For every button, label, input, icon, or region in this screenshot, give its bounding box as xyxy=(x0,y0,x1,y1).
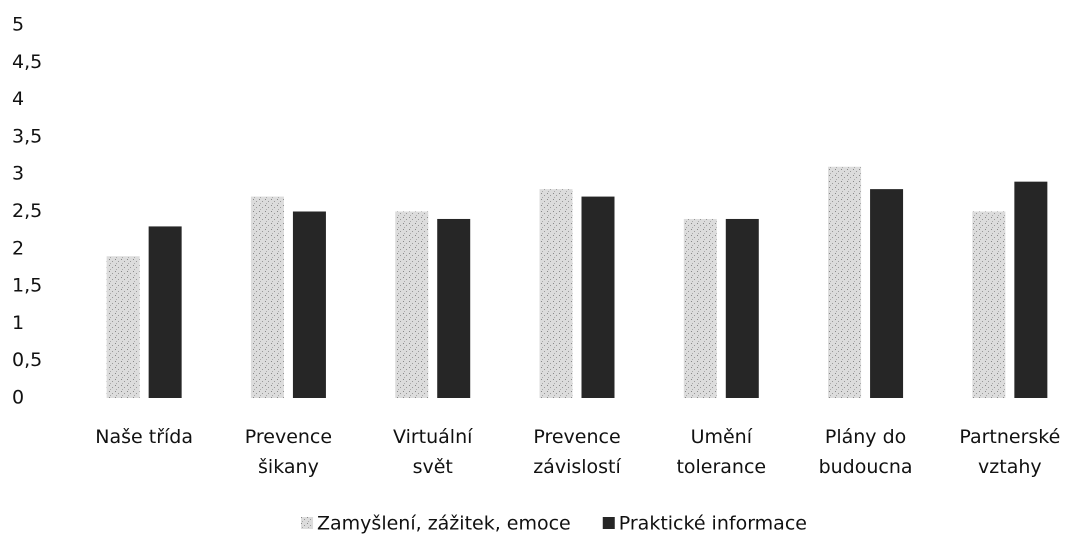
x-tick-label-line: svět xyxy=(413,456,453,478)
y-tick-label: 1 xyxy=(12,312,24,334)
x-tick-label-line: šikany xyxy=(258,456,319,478)
y-tick-label: 3,5 xyxy=(12,125,42,147)
x-tick-label: Naše třída xyxy=(95,426,193,448)
x-tick-label-line: Prevence xyxy=(245,426,332,448)
y-tick-label: 5 xyxy=(12,14,24,36)
x-tick-label: Umění tolerance xyxy=(676,426,766,478)
x-tick-label: Virtuální svět xyxy=(393,426,473,478)
x-tick-label-line: Naše třída xyxy=(95,426,193,448)
bar xyxy=(539,189,573,398)
y-tick-label: 2 xyxy=(12,237,24,259)
x-tick-label: Prevence šikany xyxy=(245,426,332,478)
bar xyxy=(250,196,284,398)
bar xyxy=(725,218,759,398)
x-tick-label: Plány do budoucna xyxy=(819,426,913,478)
bar xyxy=(395,211,429,398)
x-tick-label-line: tolerance xyxy=(676,456,766,478)
bar xyxy=(148,226,182,398)
bar xyxy=(828,166,862,398)
x-tick-label-line: Prevence xyxy=(533,426,620,448)
x-tick-label-line: vztahy xyxy=(978,456,1042,478)
bar xyxy=(581,196,615,398)
y-tick-label: 1,5 xyxy=(12,275,42,297)
x-tick-label: Prevence závislostí xyxy=(533,426,621,478)
x-tick-label-line: Umění xyxy=(691,426,753,448)
x-tick-label-line: Plány do xyxy=(825,426,906,448)
y-tick-label: 2,5 xyxy=(12,200,42,222)
x-tick-label-line: závislostí xyxy=(533,456,621,478)
x-tick-label-line: Virtuální xyxy=(393,426,473,448)
y-tick-label: 4,5 xyxy=(12,51,42,73)
legend-swatch xyxy=(301,517,314,529)
bar xyxy=(972,211,1006,398)
bar xyxy=(683,218,717,398)
legend-label: Praktické informace xyxy=(619,513,807,535)
y-tick-label: 4 xyxy=(12,88,24,110)
bar xyxy=(437,218,471,398)
y-tick-label: 0,5 xyxy=(12,349,42,371)
x-tick-label-line: Partnerské xyxy=(959,426,1060,448)
legend: Zamyšlení, zážitek, emoce Praktické infor… xyxy=(301,513,807,535)
bar xyxy=(870,189,904,398)
legend-label: Zamyšlení, zážitek, emoce xyxy=(317,513,571,535)
bar xyxy=(292,211,326,398)
x-tick-label: Partnerské vztahy xyxy=(959,426,1060,478)
x-tick-label-line: budoucna xyxy=(819,456,913,478)
bar xyxy=(1014,181,1048,398)
y-tick-label: 3 xyxy=(12,163,24,185)
bar xyxy=(106,256,140,398)
y-tick-label: 0 xyxy=(12,387,24,409)
legend-swatch xyxy=(602,517,615,529)
